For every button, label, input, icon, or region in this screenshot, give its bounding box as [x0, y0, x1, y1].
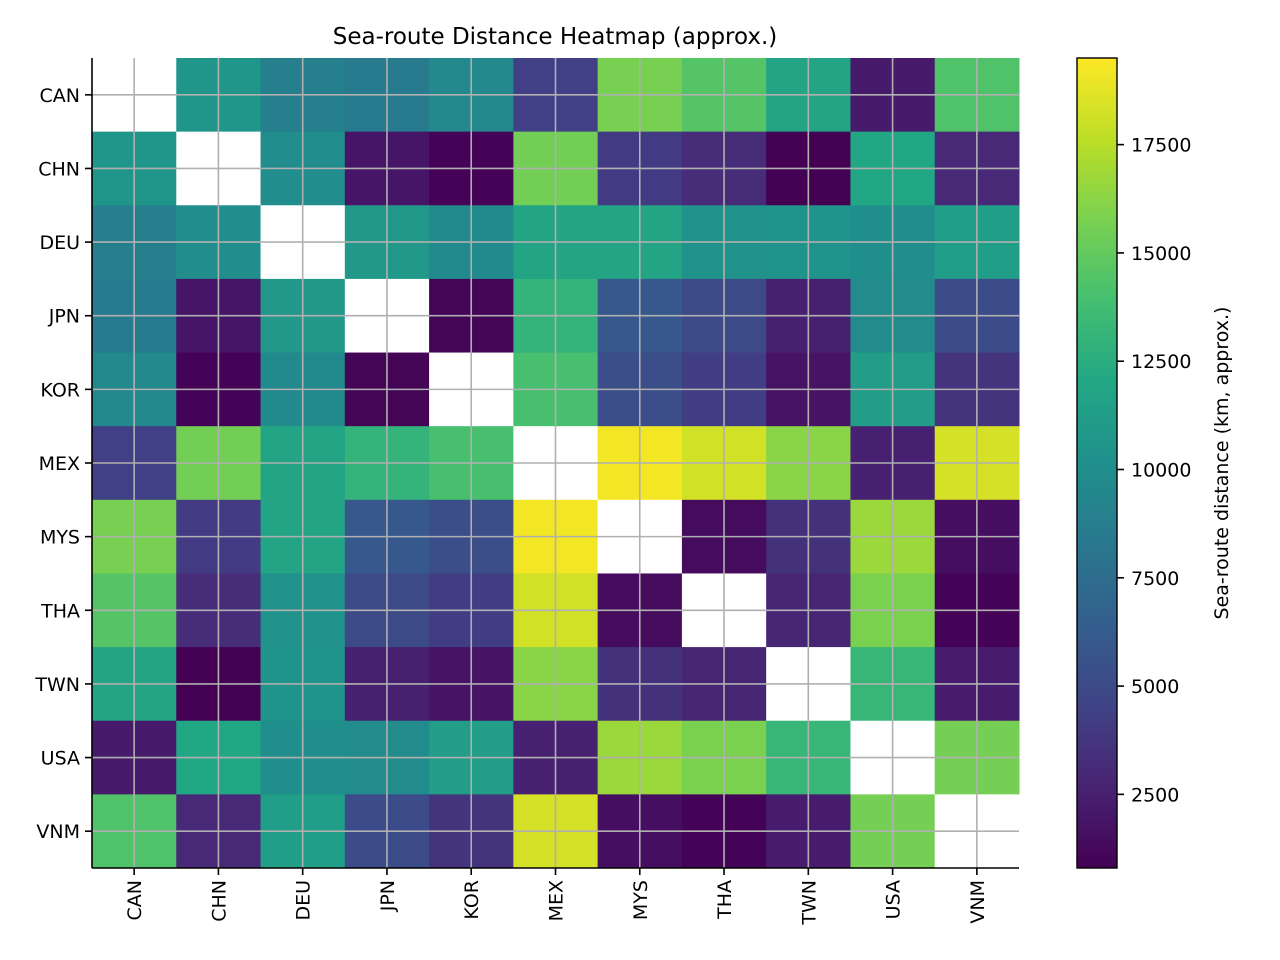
y-tick-label-twn: TWN — [34, 674, 80, 696]
y-tick-label-usa: USA — [41, 748, 80, 770]
y-tick-label-kor: KOR — [40, 379, 80, 401]
y-tick-label-vnm: VNM — [36, 821, 80, 843]
colorbar-tick-label: 5000 — [1131, 676, 1179, 698]
y-tick-label-mys: MYS — [40, 527, 80, 549]
x-tick-label-tha: THA — [714, 880, 736, 920]
x-tick-label-mys: MYS — [630, 880, 652, 920]
x-tick-label-twn: TWN — [798, 880, 820, 926]
x-tick-label-chn: CHN — [208, 880, 230, 922]
x-tick-label-can: CAN — [124, 880, 146, 920]
grid-lines — [92, 58, 1019, 868]
x-tick-label-mex: MEX — [546, 880, 568, 921]
y-tick-label-tha: THA — [40, 600, 80, 622]
colorbar-tick-label: 7500 — [1131, 568, 1179, 590]
y-tick-labels: CAN CHN DEU JPN KOR MEX MYS THA TWN USA VNM — [34, 85, 80, 843]
y-tick-label-mex: MEX — [39, 453, 80, 475]
colorbar-tick-label: 17500 — [1131, 135, 1191, 157]
x-tick-label-vnm: VNM — [967, 880, 989, 924]
colorbar-tick-label: 10000 — [1131, 459, 1191, 481]
colorbar: 2500 5000 7500 10000 12500 15000 17500 — [1076, 57, 1191, 869]
y-tick-label-jpn: JPN — [48, 306, 80, 328]
colorbar-tick-label: 15000 — [1131, 243, 1191, 265]
chart-title: Sea-route Distance Heatmap (approx.) — [333, 24, 778, 50]
y-tick-label-can: CAN — [40, 85, 80, 107]
colorbar-label: Sea-route distance (km, approx.) — [1211, 307, 1233, 620]
x-tick-labels: CAN CHN DEU JPN KOR MEX MYS THA TWN USA VNM — [124, 880, 989, 926]
y-tick-label-chn: CHN — [38, 158, 80, 180]
axes — [85, 58, 1019, 875]
colorbar-gradient — [1076, 57, 1118, 869]
y-tick-label-deu: DEU — [39, 232, 80, 254]
x-tick-label-usa: USA — [883, 880, 905, 919]
colorbar-tick-label: 12500 — [1131, 351, 1191, 373]
x-tick-label-jpn: JPN — [377, 880, 399, 912]
x-tick-label-deu: DEU — [293, 880, 315, 921]
colorbar-tick-label: 2500 — [1131, 784, 1179, 806]
x-tick-label-kor: KOR — [461, 880, 483, 920]
